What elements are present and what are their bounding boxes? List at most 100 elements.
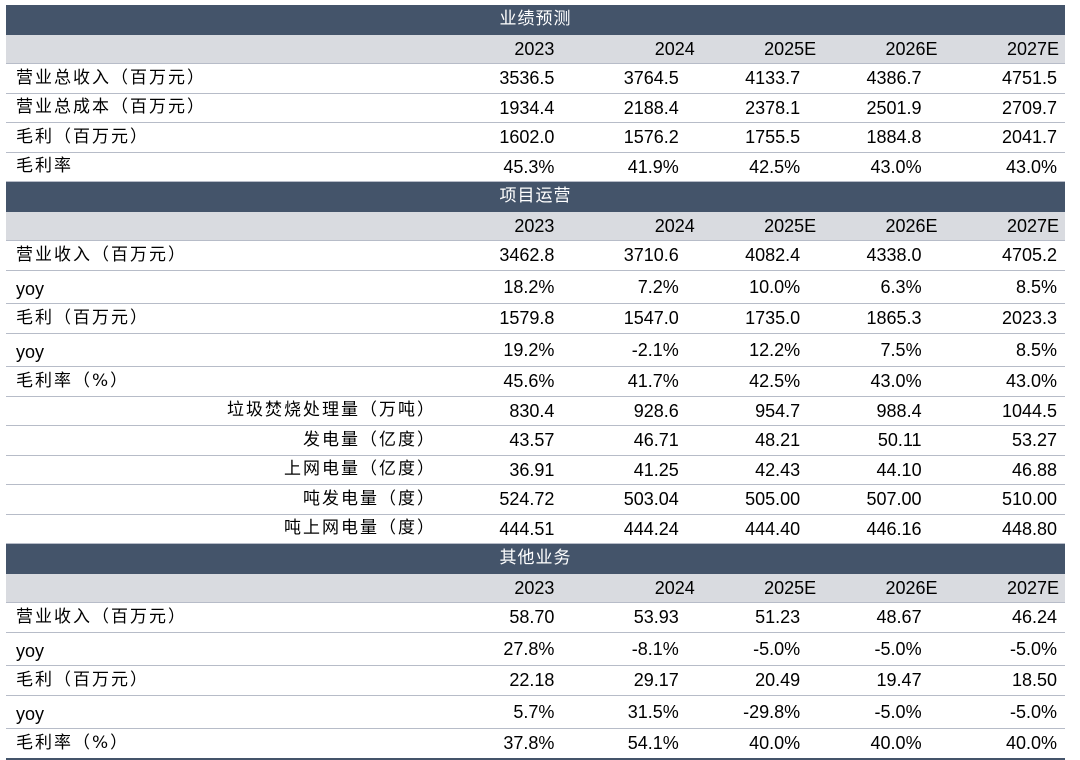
- row-label: 毛利（百万元）: [6, 122, 459, 153]
- row-label: 上网电量（亿度）: [6, 455, 459, 485]
- year-header-cell: 2026E: [822, 211, 944, 241]
- value-cell: 503.04: [579, 484, 701, 515]
- value-cell: 53.93: [579, 602, 701, 633]
- value-cell: 18.2%: [458, 270, 580, 304]
- value-cell: -2.1%: [579, 333, 701, 367]
- year-header-cell: 2023: [458, 34, 580, 64]
- table-row: 毛利（百万元） 22.18 29.17 20.49 19.47 18.50: [6, 665, 1065, 696]
- table-row: 营业总成本（百万元） 1934.4 2188.4 2378.1 2501.9 2709.7: [6, 93, 1065, 123]
- value-cell: 4082.4: [700, 240, 823, 271]
- value-cell: 19.2%: [458, 333, 580, 367]
- table-row: yoy 27.8% -8.1% -5.0% -5.0% -5.0%: [6, 632, 1065, 666]
- row-label: yoy: [6, 270, 459, 304]
- value-cell: 448.80: [943, 514, 1065, 544]
- table-row: 毛利率（%） 37.8% 54.1% 40.0% 40.0% 40.0%: [6, 728, 1065, 760]
- year-header-blank: [6, 34, 459, 64]
- table-row: 吨上网电量（度） 444.51 444.24 444.40 446.16 448.80: [6, 514, 1065, 544]
- table-row: 营业总收入（百万元） 3536.5 3764.5 4133.7 4386.7 4751.5: [6, 63, 1065, 94]
- table-row: 吨发电量（度） 524.72 503.04 505.00 507.00 510.00: [6, 484, 1065, 515]
- value-cell: 46.24: [943, 602, 1065, 633]
- value-cell: 928.6: [579, 396, 701, 426]
- value-cell: 43.0%: [822, 366, 944, 397]
- row-label: 吨上网电量（度）: [6, 514, 459, 544]
- value-cell: 4338.0: [822, 240, 944, 271]
- value-cell: 22.18: [458, 665, 580, 696]
- value-cell: 1576.2: [579, 122, 701, 153]
- table-row: 营业收入（百万元） 3462.8 3710.6 4082.4 4338.0 4705.2: [6, 240, 1065, 271]
- value-cell: 2709.7: [943, 93, 1065, 123]
- forecast-table: 业绩预测 2023 2024 2025E 2026E 2027E 营业总收入（百万元） 353…: [6, 5, 1065, 760]
- value-cell: 1755.5: [700, 122, 823, 153]
- value-cell: 45.6%: [458, 366, 580, 397]
- value-cell: 43.57: [458, 425, 580, 456]
- row-label: 吨发电量（度）: [6, 484, 459, 515]
- table-row: 毛利（百万元） 1579.8 1547.0 1735.0 1865.3 2023.3: [6, 303, 1065, 334]
- value-cell: 2378.1: [700, 93, 823, 123]
- value-cell: 45.3%: [458, 152, 580, 182]
- row-label: 毛利（百万元）: [6, 303, 459, 334]
- section-header-performance-forecast: 业绩预测: [6, 5, 1065, 35]
- table-row: yoy 5.7% 31.5% -29.8% -5.0% -5.0%: [6, 695, 1065, 729]
- year-header-cell: 2027E: [943, 573, 1065, 603]
- value-cell: 36.91: [458, 455, 580, 485]
- value-cell: -5.0%: [822, 695, 944, 729]
- row-label: 毛利（百万元）: [6, 665, 459, 696]
- value-cell: 42.5%: [700, 152, 823, 182]
- value-cell: 12.2%: [700, 333, 823, 367]
- year-header-row: 2023 2024 2025E 2026E 2027E: [6, 573, 1065, 603]
- value-cell: 3536.5: [458, 63, 580, 94]
- forecast-table-body: 业绩预测 2023 2024 2025E 2026E 2027E 营业总收入（百万元） 353…: [6, 5, 1065, 760]
- value-cell: 48.67: [822, 602, 944, 633]
- row-label: yoy: [6, 333, 459, 367]
- value-cell: 1865.3: [822, 303, 944, 334]
- row-label: 毛利率（%）: [6, 366, 459, 397]
- value-cell: 8.5%: [943, 270, 1065, 304]
- value-cell: 46.71: [579, 425, 701, 456]
- year-header-row: 2023 2024 2025E 2026E 2027E: [6, 34, 1065, 64]
- value-cell: 4133.7: [700, 63, 823, 94]
- value-cell: 43.0%: [943, 366, 1065, 397]
- table-row: 毛利率 45.3% 41.9% 42.5% 43.0% 43.0%: [6, 152, 1065, 182]
- value-cell: 4386.7: [822, 63, 944, 94]
- year-header-blank: [6, 211, 459, 241]
- value-cell: 2041.7: [943, 122, 1065, 153]
- value-cell: 43.0%: [822, 152, 944, 182]
- row-label: 营业总收入（百万元）: [6, 63, 459, 94]
- value-cell: 53.27: [943, 425, 1065, 456]
- value-cell: 507.00: [822, 484, 944, 515]
- row-label: 营业总成本（百万元）: [6, 93, 459, 123]
- value-cell: 1579.8: [458, 303, 580, 334]
- section-header-project-operation: 项目运营: [6, 181, 1065, 212]
- value-cell: 19.47: [822, 665, 944, 696]
- value-cell: 41.25: [579, 455, 701, 485]
- year-header-cell: 2025E: [700, 34, 823, 64]
- value-cell: 505.00: [700, 484, 823, 515]
- value-cell: 7.5%: [822, 333, 944, 367]
- value-cell: 1934.4: [458, 93, 580, 123]
- row-label: 营业收入（百万元）: [6, 602, 459, 633]
- value-cell: 1044.5: [943, 396, 1065, 426]
- section-title: 业绩预测: [6, 5, 1065, 35]
- value-cell: 20.49: [700, 665, 823, 696]
- year-header-cell: 2026E: [822, 573, 944, 603]
- value-cell: 41.7%: [579, 366, 701, 397]
- value-cell: -29.8%: [700, 695, 823, 729]
- row-label: yoy: [6, 632, 459, 666]
- value-cell: 27.8%: [458, 632, 580, 666]
- value-cell: 40.0%: [943, 728, 1065, 760]
- year-header-blank: [6, 573, 459, 603]
- value-cell: 954.7: [700, 396, 823, 426]
- value-cell: 2501.9: [822, 93, 944, 123]
- value-cell: 41.9%: [579, 152, 701, 182]
- row-label: yoy: [6, 695, 459, 729]
- year-header-cell: 2024: [579, 211, 701, 241]
- value-cell: 4751.5: [943, 63, 1065, 94]
- value-cell: 2188.4: [579, 93, 701, 123]
- row-label: 营业收入（百万元）: [6, 240, 459, 271]
- value-cell: 444.24: [579, 514, 701, 544]
- table-row: 发电量（亿度） 43.57 46.71 48.21 50.11 53.27: [6, 425, 1065, 456]
- value-cell: 830.4: [458, 396, 580, 426]
- year-header-cell: 2024: [579, 34, 701, 64]
- section-header-other-business: 其他业务: [6, 543, 1065, 574]
- value-cell: 37.8%: [458, 728, 580, 760]
